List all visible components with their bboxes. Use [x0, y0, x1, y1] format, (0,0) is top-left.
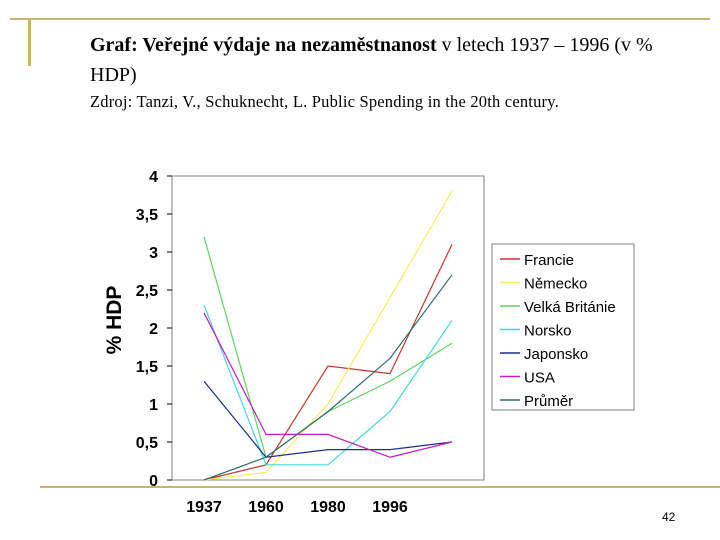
- y-tick-label: 0,5: [136, 435, 158, 452]
- y-tick-label: 3: [149, 245, 158, 262]
- series-line-německo: [203, 190, 453, 481]
- top-rule: [10, 18, 710, 20]
- slide-title: Graf: Veřejné výdaje na nezaměstnanost v…: [90, 30, 700, 90]
- left-accent-bar: [28, 18, 31, 66]
- y-tick-label: 4: [149, 169, 158, 186]
- legend-entry: Norsko: [524, 323, 572, 340]
- x-tick-label: 1960: [248, 499, 284, 516]
- y-tick-label: 2: [149, 321, 158, 338]
- series-line-norsko: [203, 304, 453, 466]
- source-citation: Zdroj: Tanzi, V., Schuknecht, L. Public …: [90, 92, 559, 111]
- x-tick-label: 1937: [186, 499, 222, 516]
- y-tick-label: 2,5: [136, 283, 158, 300]
- legend-box: [491, 243, 635, 411]
- legend-entry: Německo: [524, 276, 587, 293]
- series-line-japonsko: [203, 380, 453, 458]
- legend-entry: Francie: [524, 252, 574, 269]
- series-line-usa: [203, 312, 453, 458]
- y-tick-label: 1: [149, 397, 158, 414]
- slide-title-rest: v letech 1937 – 1996 (v % HDP): [90, 34, 653, 86]
- legend-entry: Japonsko: [524, 346, 588, 363]
- y-tick-label: 1,5: [136, 359, 158, 376]
- series-line-velká-británie: [203, 236, 453, 459]
- series-line-průměr: [203, 274, 453, 481]
- series-line-francie: [203, 244, 453, 481]
- legend-entry: USA: [524, 370, 555, 387]
- y-axis-label: % HDP: [103, 286, 126, 355]
- y-tick-label: 3,5: [136, 207, 158, 224]
- slide-title-main: Graf: Veřejné výdaje na nezaměstnanost: [90, 34, 437, 56]
- slide-number: 42: [662, 510, 676, 524]
- x-tick-label: 1980: [310, 499, 346, 516]
- legend-entry: Velká Británie: [524, 299, 616, 316]
- x-tick-label: 1996: [372, 499, 408, 516]
- bottom-rule: [40, 486, 720, 488]
- y-tick-label: 0: [149, 473, 158, 490]
- legend-entry: Průměr: [524, 393, 573, 410]
